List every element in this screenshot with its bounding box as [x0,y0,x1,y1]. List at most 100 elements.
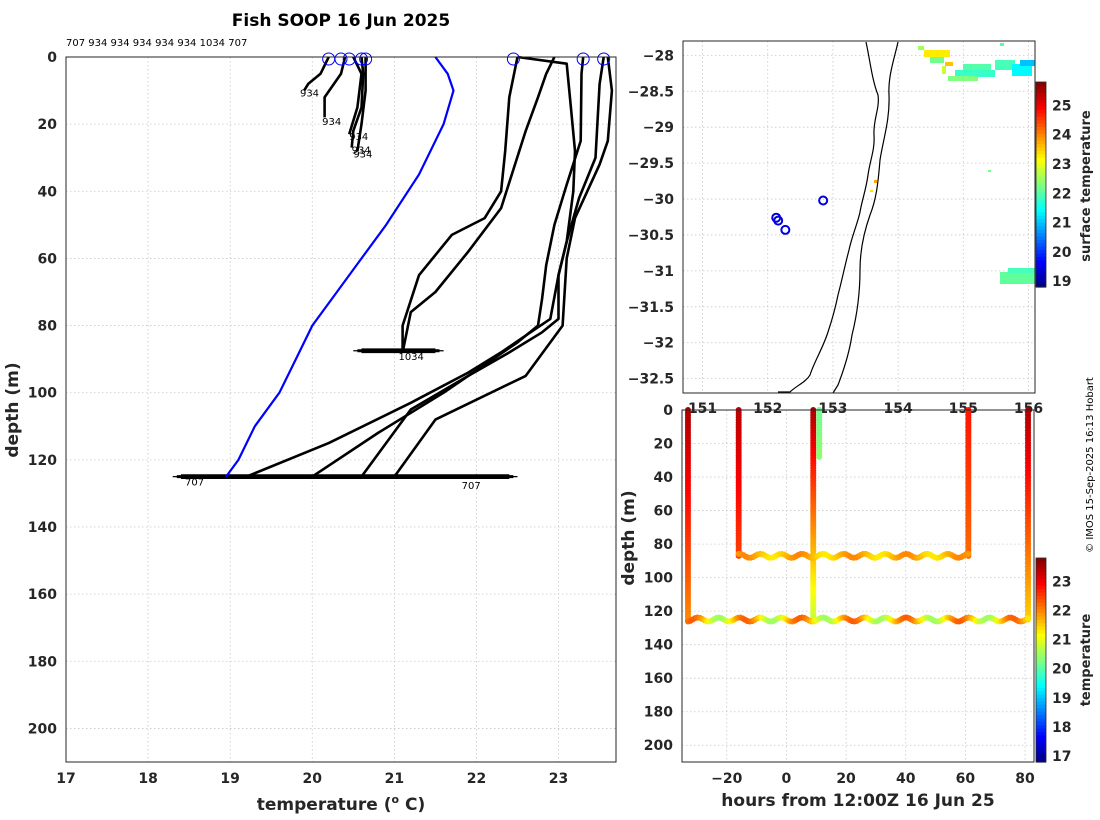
profile-id-header: 707 934 934 934 934 934 1034 707 [66,38,247,49]
sst-colorbar-segment [1036,235,1046,240]
y-tick-label: 200 [28,721,57,737]
profile-id-annotation: 934 [349,132,368,143]
profile-axes-frame [65,56,617,763]
sst-colorbar-segment [1036,112,1046,117]
profile-line-934a [302,56,330,92]
sst-colorbar-segment [1036,164,1046,169]
x-tick-label: 17 [56,771,75,787]
sst-pixel-patch [955,70,995,77]
temperature-colorbar-tick-label: 21 [1052,633,1071,649]
sst-colorbar-segment [1036,177,1046,182]
sst-pixel-patch [988,170,991,172]
lat-tick-label: −28.5 [628,84,674,100]
x-tick-label: 18 [138,771,157,787]
sst-colorbar-segment [1036,198,1046,203]
sst-pixel-patch [1000,272,1035,284]
temperature-colorbar-segment [1036,615,1046,620]
depth-tick-label: 100 [644,571,673,587]
sst-colorbar-segment [1036,102,1046,107]
x-axis-label: temperature (o C) [257,793,426,815]
sst-colorbar-segment [1036,129,1046,134]
temperature-colorbar-segment [1036,690,1046,695]
sst-pixel-patch [1008,268,1035,273]
temperature-colorbar-segment [1036,575,1046,579]
sst-colorbar-segment [1036,276,1046,281]
sst-colorbar-segment [1036,184,1046,189]
sst-colorbar-segment [1036,116,1046,121]
sst-colorbar-segment [1036,215,1046,220]
sst-pixel-patch [1012,64,1032,76]
map-tick-labels: 151152153154155156−28−28.5−29−29.5−30−30… [628,48,1043,417]
lon-tick-label: 153 [818,401,847,417]
sst-pixel-patch [870,190,873,192]
time-tick-label: 0 [782,771,792,787]
sst-pixel-patch [1000,43,1004,46]
depth-tick-label: 160 [644,671,673,687]
temperature-colorbar-segment [1036,619,1046,624]
sst-colorbar-segment [1036,256,1046,261]
sst-colorbar-segment [1036,140,1046,145]
profile-line-1034a [401,56,519,353]
temperature-colorbar-segment [1036,724,1046,729]
lat-tick-label: −30 [643,192,674,208]
sst-colorbar-segment [1036,167,1046,172]
sst-colorbar-segment [1036,273,1046,278]
y-tick-label: 60 [38,251,58,267]
y-tick-label: 40 [38,184,58,200]
temperature-colorbar-segment [1036,673,1046,678]
x-tick-label: 19 [220,771,239,787]
profile-id-annotation: 707 [462,481,481,492]
depth-tick-label: 40 [654,470,674,486]
sst-colorbar-segment [1036,153,1046,158]
temperature-colorbar-segment [1036,755,1046,760]
time-tick-label: 20 [836,771,856,787]
temperature-colorbar-segment [1036,731,1046,736]
sst-pixel-patch [945,62,953,66]
sst-colorbar-tick-label: 24 [1052,128,1072,144]
station-markers [771,195,829,235]
sst-colorbar-segment [1036,239,1046,244]
sst-colorbar-segment [1036,150,1046,155]
sst-colorbar-segment [1036,201,1046,206]
sst-colorbar-segment [1036,99,1046,104]
temperature-colorbar-segment [1036,714,1046,719]
profile-line-707c [360,56,605,478]
sst-colorbar-segment [1036,194,1046,199]
time-tick-label: −20 [711,771,742,787]
depth-tick-label: 0 [663,403,673,419]
temperature-colorbar: 17 18 19 20 21 22 23 [1035,557,1072,765]
temperature-colorbar-tick-label: 20 [1052,662,1072,678]
temperature-colorbar-segment [1036,571,1046,576]
sst-colorbar-tick-label: 22 [1052,186,1071,202]
temperature-colorbar-segment [1036,649,1046,654]
profile-panel: Fish SOOP 16 Jun 2025 707 934 934 934 93… [3,11,617,815]
profile-sample-dot [816,453,823,460]
sst-pixel-patch [948,76,978,81]
sst-pixel-patch [942,66,946,74]
temperature-colorbar-segment [1036,561,1046,566]
sst-colorbar-segment [1036,123,1046,128]
sst-colorbar-segment [1036,92,1046,97]
temperature-colorbar-segment [1036,656,1046,661]
temperature-colorbar-segment [1036,564,1046,569]
temperature-colorbar-tick-label: 19 [1052,691,1071,707]
lon-tick-label: 152 [753,401,782,417]
sst-colorbar-segment [1036,126,1046,131]
tow-sample-dot [965,550,972,557]
time-depth-y-label: depth (m) [619,490,639,585]
surface-marker [355,52,369,66]
profile-line-707b [311,56,585,478]
temperature-colorbar-segment [1036,694,1046,698]
profile-id-annotation: 707 [185,478,204,489]
sst-colorbar-segment [1036,170,1046,175]
surface-marker [597,52,611,66]
map-panel: 151152153154155156−28−28.5−29−29.5−30−30… [628,40,1094,417]
station-marker [780,224,791,235]
shelf-contour [832,41,899,394]
depth-tick-label: 140 [644,638,673,654]
profile-series [172,52,614,480]
x-tick-label: 22 [467,771,486,787]
sst-colorbar-segment [1036,222,1046,227]
temperature-colorbar-segment [1036,558,1046,562]
